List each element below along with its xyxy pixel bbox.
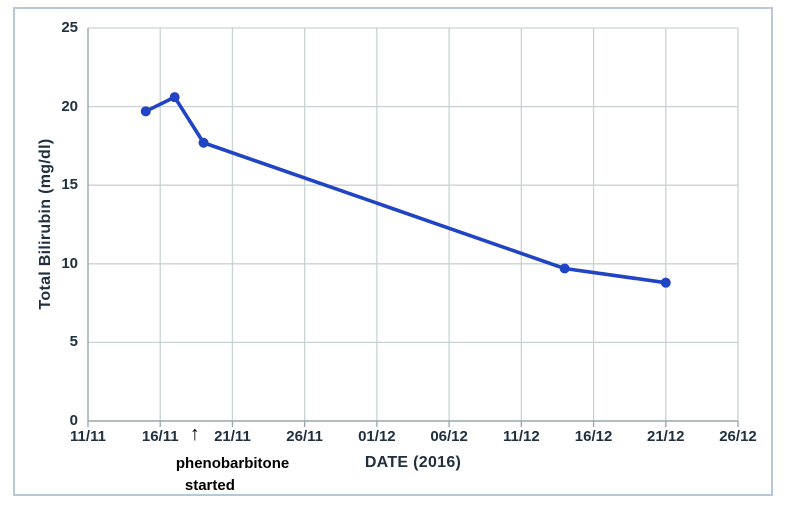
y-tick-label: 15	[61, 176, 78, 194]
data-point	[169, 92, 180, 103]
annotation-phenobarbitone-started: phenobarbitone started	[176, 453, 289, 497]
data-point	[660, 277, 671, 288]
series-line	[143, 95, 668, 285]
data-point	[559, 263, 570, 274]
annotation-line1: phenobarbitone	[175, 455, 290, 472]
chart-frame	[13, 7, 773, 496]
y-tick-label: 25	[61, 19, 78, 36]
x-tick-label: 21/11	[214, 428, 251, 445]
x-tick-label: 11/12	[502, 428, 540, 445]
x-tick-label: 26/11	[286, 428, 324, 445]
x-tick-label: 16/11	[141, 428, 179, 445]
y-axis-title: Total Bilirubin (mg/dl)	[37, 138, 54, 310]
x-axis-title: DATE (2016)	[364, 454, 462, 471]
annotation-line2: started	[184, 477, 235, 494]
y-tick-label: 0	[69, 412, 78, 429]
x-tick-label: 21/12	[646, 428, 685, 445]
y-tick-label: 10	[61, 254, 78, 272]
y-tick-label: 5	[69, 333, 78, 351]
x-tick-label: 16/12	[574, 428, 613, 445]
x-tick-label: 01/12	[358, 428, 396, 445]
x-tick-label: 11/11	[70, 428, 106, 445]
x-tick-label: 26/12	[719, 428, 757, 445]
up-arrow-icon: ↑	[189, 423, 200, 445]
y-tick-label: 20	[61, 97, 78, 115]
data-point	[140, 106, 151, 117]
x-tick-label: 06/12	[430, 428, 468, 445]
data-point	[198, 137, 209, 148]
